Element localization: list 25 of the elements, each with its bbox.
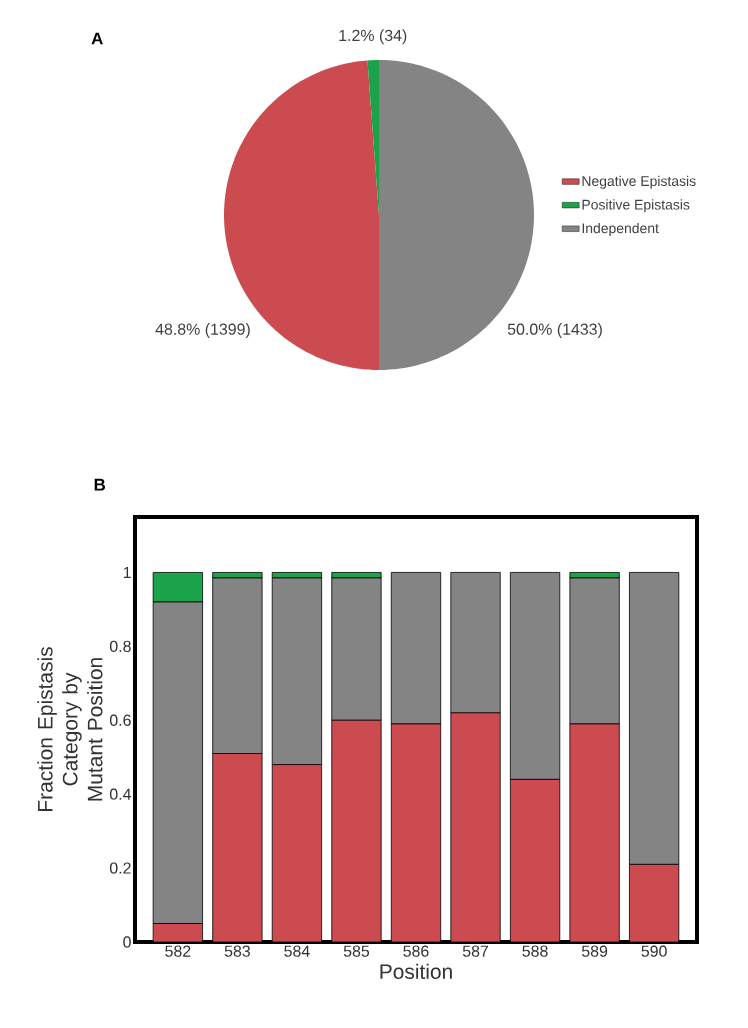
data-label: 50.0% (1433) bbox=[507, 323, 602, 338]
x-axis-title: Position bbox=[380, 963, 452, 979]
y-tick-label: 0.2 bbox=[109, 862, 131, 874]
y-tick-label: 0.6 bbox=[109, 714, 131, 726]
x-tick-label: 586 bbox=[403, 945, 429, 957]
chart-title: A bbox=[91, 32, 103, 45]
data-label: 1.2% (34) bbox=[339, 29, 407, 45]
y-tick-label: 0 bbox=[123, 936, 131, 948]
x-tick-label: 583 bbox=[224, 945, 250, 957]
x-tick-label: 587 bbox=[462, 945, 489, 957]
y-tick-label: 1 bbox=[123, 566, 131, 578]
x-tick-label: 588 bbox=[522, 945, 548, 957]
x-tick-label: 582 bbox=[165, 945, 191, 957]
x-tick-label: 585 bbox=[343, 945, 370, 957]
x-tick-label: 589 bbox=[581, 945, 608, 957]
legend-label: Independent bbox=[582, 222, 659, 236]
data-label: 48.8% (1399) bbox=[155, 323, 250, 338]
x-tick-label: 590 bbox=[641, 945, 667, 957]
y-tick-label: 0.4 bbox=[109, 788, 131, 800]
chart-title: B bbox=[94, 478, 106, 491]
y-axis-title: Fraction Epistasis Category by Mutant Position bbox=[37, 647, 103, 811]
legend-label: Positive Epistasis bbox=[582, 199, 690, 213]
y-tick-label: 0.8 bbox=[109, 640, 131, 652]
x-tick-label: 584 bbox=[284, 945, 310, 957]
legend-label: Negative Epistasis bbox=[582, 175, 696, 189]
